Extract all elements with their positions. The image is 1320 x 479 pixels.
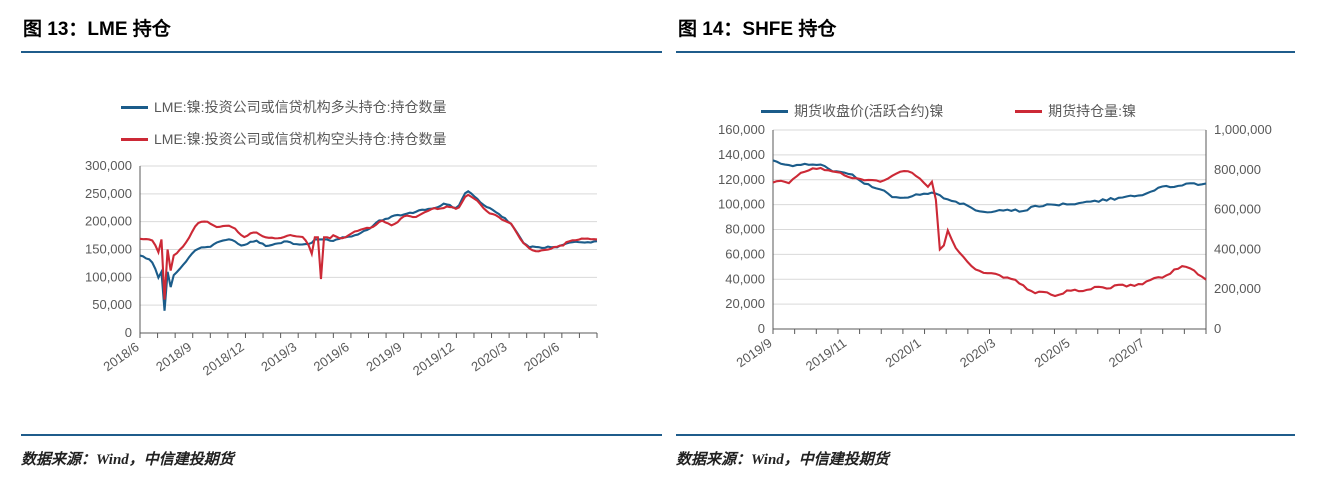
svg-text:200,000: 200,000 <box>1214 281 1261 296</box>
svg-text:0: 0 <box>758 321 765 336</box>
svg-text:800,000: 800,000 <box>1214 162 1261 177</box>
svg-text:2019/9: 2019/9 <box>734 335 775 370</box>
svg-text:140,000: 140,000 <box>718 147 765 162</box>
svg-text:0: 0 <box>1214 321 1221 336</box>
svg-text:2019/6: 2019/6 <box>311 339 352 374</box>
svg-text:2019/9: 2019/9 <box>363 339 404 374</box>
svg-text:400,000: 400,000 <box>1214 241 1261 256</box>
svg-text:2018/6: 2018/6 <box>101 339 142 374</box>
svg-text:250,000: 250,000 <box>85 186 132 201</box>
svg-text:120,000: 120,000 <box>718 172 765 187</box>
svg-text:1,000,000: 1,000,000 <box>1214 122 1272 137</box>
svg-text:2018/9: 2018/9 <box>153 339 194 374</box>
svg-text:20,000: 20,000 <box>725 296 765 311</box>
svg-text:2020/3: 2020/3 <box>468 339 509 374</box>
svg-text:200,000: 200,000 <box>85 214 132 229</box>
svg-text:2020/1: 2020/1 <box>882 335 923 370</box>
svg-text:60,000: 60,000 <box>725 246 765 261</box>
svg-text:80,000: 80,000 <box>725 222 765 237</box>
svg-text:2018/12: 2018/12 <box>200 339 247 378</box>
svg-text:2020/5: 2020/5 <box>1031 335 1072 370</box>
svg-text:300,000: 300,000 <box>85 158 132 173</box>
svg-text:100,000: 100,000 <box>718 197 765 212</box>
svg-text:2020/3: 2020/3 <box>957 335 998 370</box>
svg-text:2019/12: 2019/12 <box>410 339 457 378</box>
svg-text:0: 0 <box>125 325 132 340</box>
svg-text:2019/3: 2019/3 <box>258 339 299 374</box>
svg-text:2019/11: 2019/11 <box>803 335 849 374</box>
svg-text:160,000: 160,000 <box>718 122 765 137</box>
svg-text:50,000: 50,000 <box>92 297 132 312</box>
svg-text:150,000: 150,000 <box>85 242 132 257</box>
svg-text:40,000: 40,000 <box>725 271 765 286</box>
svg-text:600,000: 600,000 <box>1214 202 1261 217</box>
svg-text:2020/6: 2020/6 <box>521 339 562 374</box>
svg-text:100,000: 100,000 <box>85 269 132 284</box>
svg-text:2020/7: 2020/7 <box>1106 335 1147 370</box>
